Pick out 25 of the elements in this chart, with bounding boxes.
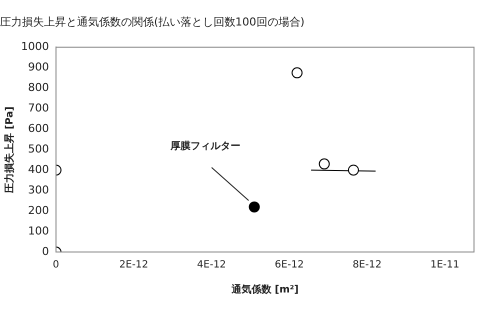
point — [292, 67, 303, 78]
y-tick-label: 0 — [42, 244, 49, 258]
x-tick-label: 6E-12 — [274, 260, 304, 271]
x-tick-label: 4E-12 — [197, 260, 226, 271]
y-tick-label: 100 — [28, 224, 49, 238]
y-tick-label: 600 — [28, 122, 49, 135]
chart-title: 圧力損失上昇と通気係数の関係(払い落とし回数100回の場合) — [0, 15, 305, 28]
x-axis-title: 通気係数 [m²] — [230, 284, 299, 296]
y-tick-label: 200 — [28, 204, 49, 217]
point — [348, 164, 359, 176]
y-tick-label: 700 — [28, 102, 49, 114]
y-tick-label: 1000 — [20, 40, 49, 54]
point — [318, 158, 330, 170]
x-tick-label: 8E-12 — [352, 260, 382, 271]
annotation: 厚膜フィルター — [170, 140, 241, 152]
y-tick-label: 800 — [28, 81, 49, 94]
x-tick-label: 1E-11 — [430, 260, 460, 271]
x-tick-label: 0 — [52, 260, 60, 271]
y-tick-label: 500 — [28, 142, 49, 156]
y-tick-label: 900 — [28, 60, 49, 74]
y-tick-label: 400 — [28, 162, 49, 176]
x-tick-label: 2E-12 — [119, 260, 148, 271]
y-axis-title: 圧力損失上昇 [Pa] — [4, 106, 16, 194]
y-tick-label: 300 — [28, 183, 49, 196]
point — [248, 201, 260, 212]
